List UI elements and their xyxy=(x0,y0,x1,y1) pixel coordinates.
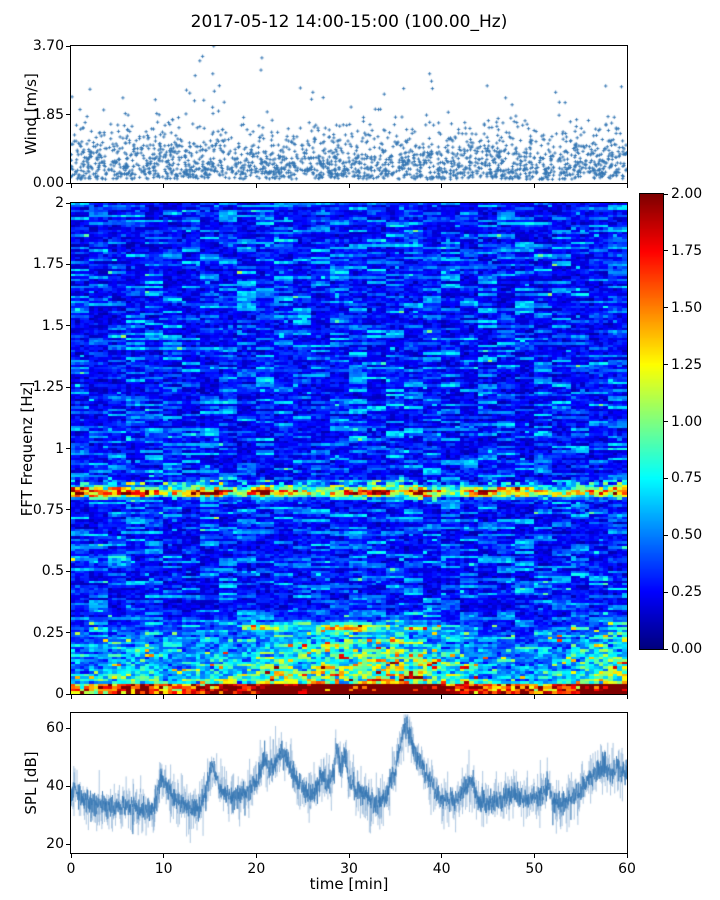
spectrogram-ytick-label: 1.75 xyxy=(32,256,64,273)
wind-scatter-canvas xyxy=(71,46,627,183)
x-tick-mark xyxy=(533,184,535,188)
spectrogram-ytick-label: 1.25 xyxy=(32,379,64,396)
x-tick-mark xyxy=(348,695,350,699)
spl-panel xyxy=(70,712,628,854)
colorbar-tick-label: 1.25 xyxy=(671,356,703,373)
x-tick-mark xyxy=(255,184,257,188)
y-tick-mark xyxy=(66,386,70,388)
x-tick-mark xyxy=(70,854,72,858)
colorbar-tick-label: 0.25 xyxy=(671,584,703,601)
x-tick-mark xyxy=(255,854,257,858)
y-tick-mark xyxy=(66,263,70,265)
x-tick-mark xyxy=(163,854,165,858)
x-tick-mark xyxy=(533,695,535,699)
figure-title: 2017-05-12 14:00-15:00 (100.00_Hz) xyxy=(190,12,508,32)
y-tick-mark xyxy=(66,202,70,204)
y-tick-mark xyxy=(66,632,70,634)
spectrogram-ytick-label: 0 xyxy=(55,686,64,702)
spl-xtick-label: 60 xyxy=(618,861,636,877)
colorbar-tick-mark xyxy=(664,648,668,650)
y-tick-mark xyxy=(66,727,70,729)
spectrogram-ytick-label: 0.75 xyxy=(32,501,64,518)
y-tick-mark xyxy=(66,570,70,572)
x-tick-mark xyxy=(626,854,628,858)
colorbar-tick-label: 0.75 xyxy=(671,470,703,487)
spl-ytick-label: 20 xyxy=(46,836,64,853)
x-tick-mark xyxy=(163,695,165,699)
spl-xtick-label: 20 xyxy=(247,861,266,877)
wind-ytick-label: 0.00 xyxy=(32,175,64,191)
spectrogram-ytick-label: 0.25 xyxy=(32,624,64,641)
x-tick-mark xyxy=(626,695,628,699)
x-tick-mark xyxy=(348,184,350,188)
colorbar-tick-mark xyxy=(664,193,668,195)
colorbar-tick-mark xyxy=(664,307,668,309)
x-tick-mark xyxy=(70,695,72,699)
x-tick-mark xyxy=(348,854,350,858)
x-tick-mark xyxy=(70,184,72,188)
y-tick-mark xyxy=(66,693,70,695)
x-tick-mark xyxy=(163,184,165,188)
y-tick-mark xyxy=(66,182,70,184)
time-axis-label: time [min] xyxy=(309,875,389,893)
colorbar-tick-label: 0.50 xyxy=(671,527,703,544)
y-tick-mark xyxy=(66,843,70,845)
spl-xtick-label: 30 xyxy=(340,861,358,877)
x-tick-mark xyxy=(626,184,628,188)
colorbar-tick-mark xyxy=(664,250,668,252)
colorbar-canvas xyxy=(640,194,663,649)
spl-xtick-label: 40 xyxy=(432,861,451,877)
y-tick-mark xyxy=(66,509,70,511)
colorbar-panel xyxy=(639,193,664,650)
spectrogram-panel xyxy=(70,202,628,695)
wind-ytick-label: 1.85 xyxy=(32,106,64,123)
spl-xtick-label: 10 xyxy=(154,861,173,877)
wind-ytick-label: 3.70 xyxy=(32,38,64,54)
spectrogram-canvas xyxy=(71,203,627,694)
x-tick-mark xyxy=(255,695,257,699)
colorbar-tick-label: 1.50 xyxy=(671,299,703,316)
spectrogram-ytick-label: 1.5 xyxy=(41,317,64,334)
colorbar-tick-label: 2.00 xyxy=(671,186,703,202)
spectrogram-ytick-label: 1 xyxy=(55,440,64,457)
y-tick-mark xyxy=(66,45,70,47)
y-tick-mark xyxy=(66,325,70,327)
x-tick-mark xyxy=(441,695,443,699)
spectrogram-ytick-label: 2 xyxy=(55,195,64,211)
colorbar-tick-mark xyxy=(664,364,668,366)
spl-xtick-label: 0 xyxy=(66,861,76,877)
colorbar-tick-mark xyxy=(664,477,668,479)
spectrogram-ytick-label: 0.5 xyxy=(41,563,64,580)
colorbar-tick-label: 0.00 xyxy=(671,641,703,657)
colorbar-tick-mark xyxy=(664,421,668,422)
y-tick-mark xyxy=(66,785,70,787)
x-tick-mark xyxy=(441,854,443,858)
spl-ytick-label: 40 xyxy=(46,778,64,795)
colorbar-tick-mark xyxy=(664,534,668,536)
colorbar-tick-mark xyxy=(664,591,668,593)
spl-xtick-label: 50 xyxy=(525,861,544,877)
wind-panel xyxy=(70,45,628,184)
y-tick-mark xyxy=(66,448,70,449)
colorbar-tick-label: 1.00 xyxy=(671,413,703,430)
x-tick-mark xyxy=(533,854,535,858)
x-tick-mark xyxy=(441,184,443,188)
colorbar-tick-label: 1.75 xyxy=(671,242,703,259)
spl-ytick-label: 60 xyxy=(46,720,64,737)
y-tick-mark xyxy=(66,114,70,115)
spl-line-canvas xyxy=(71,713,627,853)
